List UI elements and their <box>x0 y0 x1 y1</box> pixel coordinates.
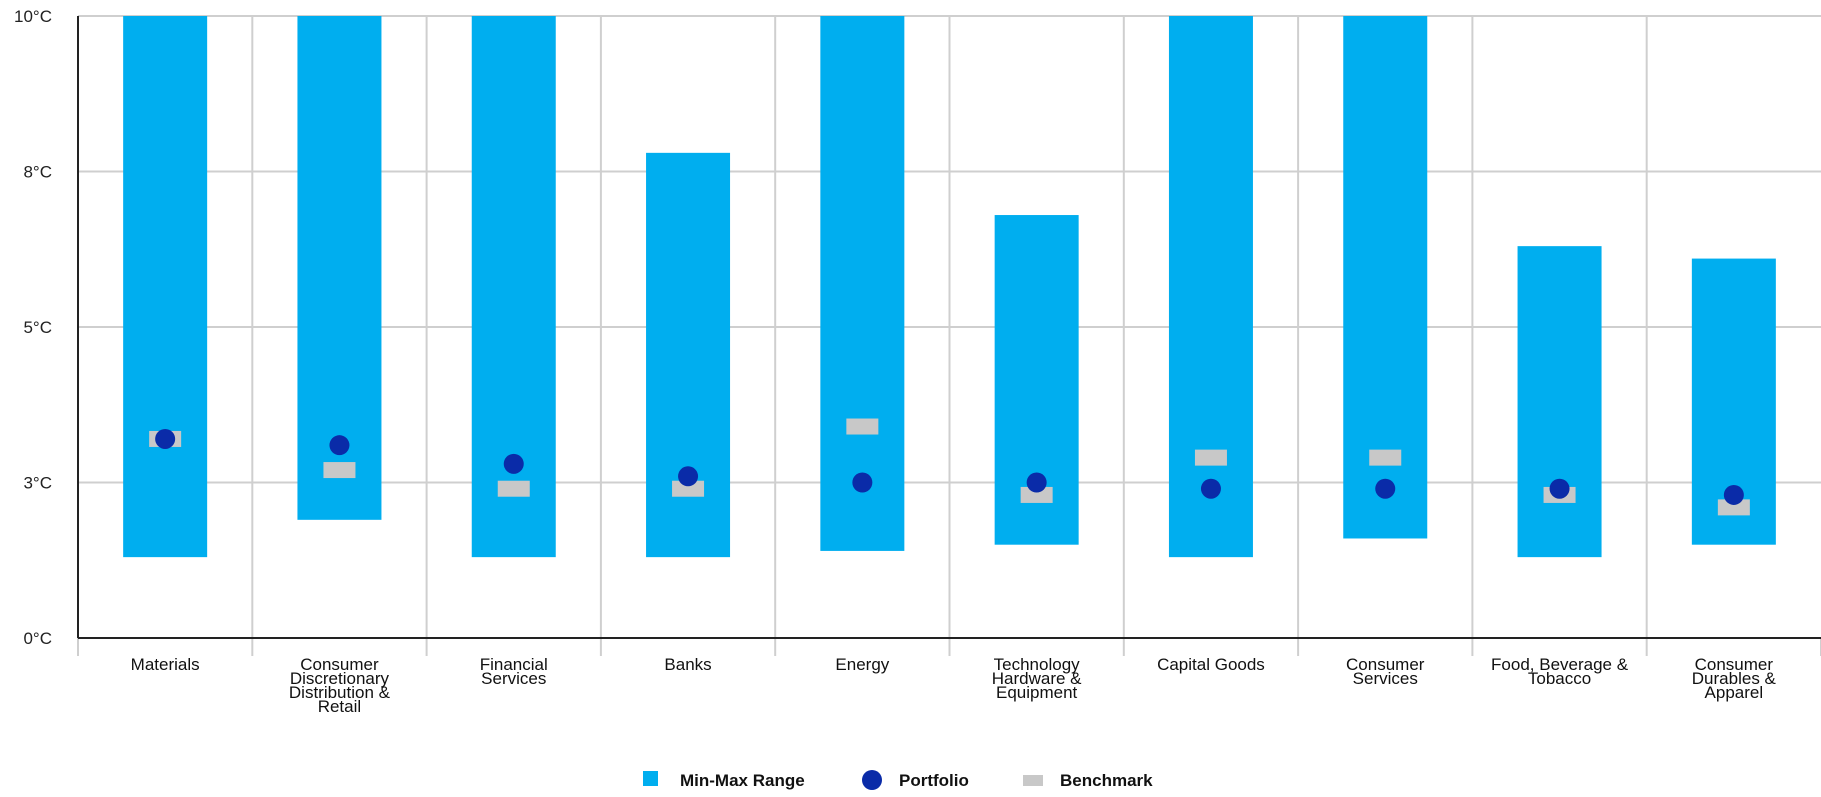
x-axis-category-labels: Materials Consumer Discretionary Distributi… <box>131 655 1777 716</box>
legend-swatch-marker <box>1023 775 1043 786</box>
benchmark-marker <box>1194 449 1227 466</box>
range-bar <box>471 16 556 558</box>
y-tick-label: 8°C <box>23 163 52 182</box>
benchmark-marker <box>1020 486 1053 503</box>
x-category-label: Consumer Durables & Apparel <box>1692 655 1777 702</box>
y-tick-label: 3°C <box>23 474 52 493</box>
portfolio-dot <box>1723 484 1744 505</box>
y-axis-tick-labels: 0°C 3°C 5°C 8°C 10°C <box>14 7 52 648</box>
benchmark-marker <box>846 418 879 435</box>
portfolio-dots <box>155 428 1744 505</box>
range-bar <box>820 16 905 551</box>
range-bar <box>123 16 208 558</box>
portfolio-dot <box>1026 472 1047 493</box>
range-bar <box>1168 16 1253 558</box>
portfolio-dot <box>1200 478 1221 499</box>
legend-item: Min-Max Range <box>643 771 805 790</box>
x-category-label: Banks <box>664 655 711 674</box>
y-tick-label: 10°C <box>14 7 52 26</box>
benchmark-marker <box>497 480 530 497</box>
x-category-label: Capital Goods <box>1157 655 1265 674</box>
legend-swatch-range <box>643 771 658 786</box>
x-category-label: Consumer Discretionary Distribution & Retai… <box>289 655 391 716</box>
benchmark-marker <box>323 462 356 479</box>
x-category-label: Financial Services <box>480 655 548 688</box>
axes <box>77 16 1821 656</box>
legend-swatch-dot <box>862 770 882 790</box>
benchmark-marker <box>672 480 705 497</box>
x-category-label: Consumer Services <box>1346 655 1425 688</box>
benchmark-markers <box>149 418 1750 516</box>
portfolio-dot <box>503 453 524 474</box>
legend-label: Portfolio <box>899 771 969 790</box>
portfolio-dot <box>329 435 350 456</box>
legend-item: Benchmark <box>1023 771 1153 790</box>
portfolio-dot <box>1549 478 1570 499</box>
y-tick-label: 0°C <box>23 629 52 648</box>
legend-label: Benchmark <box>1060 771 1153 790</box>
x-category-label: Energy <box>835 655 889 674</box>
range-bar <box>1517 246 1602 558</box>
legend-label: Min-Max Range <box>680 771 805 790</box>
benchmark-marker <box>1369 449 1402 466</box>
x-category-label: Technology Hardware & Equipment <box>992 655 1082 702</box>
portfolio-dot <box>1375 478 1396 499</box>
portfolio-dot <box>678 466 699 487</box>
portfolio-dot <box>155 428 176 449</box>
x-category-label: Materials <box>131 655 200 674</box>
benchmark-marker <box>1717 499 1750 516</box>
legend: Min-Max Range Portfolio Benchmark <box>643 770 1153 790</box>
y-tick-label: 5°C <box>23 318 52 337</box>
portfolio-dot <box>852 472 873 493</box>
range-bars <box>123 16 1776 558</box>
x-category-label: Food, Beverage & Tobacco <box>1491 655 1629 688</box>
legend-item: Portfolio <box>862 770 969 790</box>
